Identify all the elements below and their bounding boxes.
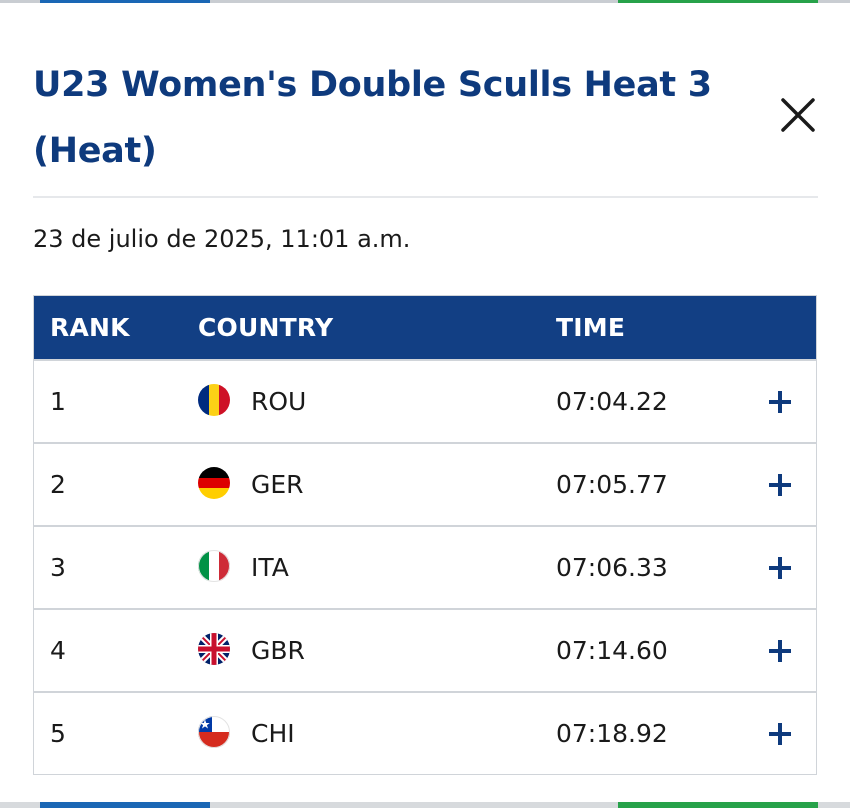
romania-flag-icon	[198, 384, 230, 416]
plus-icon[interactable]	[767, 555, 793, 581]
top-edge-green-segment	[618, 0, 818, 3]
italy-flag-icon	[198, 550, 230, 582]
top-edge-blue-segment	[40, 0, 210, 3]
bottom-edge-strip	[0, 802, 850, 808]
bottom-edge-green-segment	[618, 802, 818, 808]
chile-flag-icon	[198, 716, 230, 748]
uk-flag-icon	[198, 633, 230, 665]
row-time: 07:18.92	[556, 719, 668, 748]
row-country: ITA	[251, 553, 289, 582]
germany-flag-icon	[198, 467, 230, 499]
plus-icon[interactable]	[767, 472, 793, 498]
header-time: TIME	[556, 313, 626, 342]
header-rank: RANK	[50, 313, 130, 342]
close-button[interactable]	[776, 93, 820, 137]
modal-title: U23 Women's Double Sculls Heat 3 (Heat)	[33, 65, 712, 171]
close-icon	[781, 98, 815, 132]
table-row[interactable]: 3 ITA 07:06.33	[34, 525, 816, 608]
row-rank: 4	[50, 636, 66, 665]
plus-icon[interactable]	[767, 638, 793, 664]
table-row[interactable]: 2 GER 07:05.77	[34, 442, 816, 525]
table-header: RANK COUNTRY TIME	[34, 296, 816, 359]
row-country: GBR	[251, 636, 305, 665]
row-time: 07:05.77	[556, 470, 668, 499]
plus-icon[interactable]	[767, 389, 793, 415]
bottom-edge-blue-segment	[40, 802, 210, 808]
row-rank: 2	[50, 470, 66, 499]
race-date: 23 de julio de 2025, 11:01 a.m.	[33, 225, 411, 253]
header-country: COUNTRY	[198, 313, 334, 342]
title-divider	[33, 196, 818, 198]
row-rank: 3	[50, 553, 66, 582]
row-time: 07:14.60	[556, 636, 668, 665]
row-country: CHI	[251, 719, 295, 748]
table-row[interactable]: 4 GBR 07:14.60	[34, 608, 816, 691]
table-row[interactable]: 5 CHI 07:18.92	[34, 691, 816, 774]
table-row[interactable]: 1 ROU 07:04.22	[34, 359, 816, 442]
top-edge-strip	[0, 0, 850, 3]
row-country: ROU	[251, 387, 307, 416]
results-table: RANK COUNTRY TIME 1 ROU 07:04.22 2	[33, 295, 817, 775]
row-time: 07:04.22	[556, 387, 668, 416]
row-country: GER	[251, 470, 304, 499]
plus-icon[interactable]	[767, 721, 793, 747]
row-rank: 5	[50, 719, 66, 748]
row-rank: 1	[50, 387, 66, 416]
row-time: 07:06.33	[556, 553, 668, 582]
